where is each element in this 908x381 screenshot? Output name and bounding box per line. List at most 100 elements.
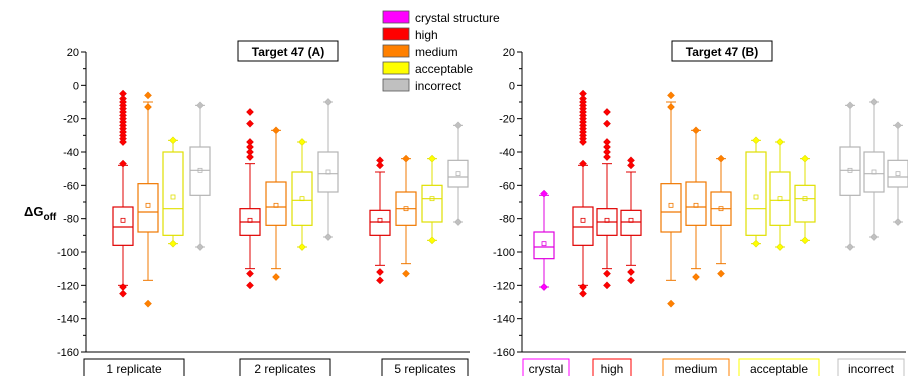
y-tick-label: -140: [57, 314, 79, 326]
outlier-point: [870, 98, 878, 106]
box-mean: [802, 196, 808, 202]
legend-swatch-high: [382, 27, 410, 41]
y-tick-label: -20: [63, 114, 79, 126]
outlier-point: [752, 239, 760, 248]
y-tick-label: -160: [57, 347, 79, 359]
y-tick-label: -120: [57, 280, 79, 292]
box-acceptable-acceptable: [794, 154, 816, 245]
box-iqr: [769, 171, 791, 226]
box-mean: [668, 202, 674, 208]
box-mean: [847, 167, 853, 173]
outlier-point: [144, 103, 152, 111]
group-label-incorrect: incorrect: [848, 362, 895, 376]
box-iqr: [137, 183, 159, 233]
box-iqr: [794, 184, 816, 223]
y-tick-label: -80: [499, 214, 515, 226]
outlier-point: [246, 281, 254, 290]
outlier-point: [454, 218, 462, 226]
outlier-point: [428, 154, 436, 163]
legend-label-incorrect: incorrect: [415, 79, 462, 93]
box-mean: [299, 196, 305, 202]
box-mean: [429, 196, 435, 202]
outlier-point: [667, 91, 675, 100]
outlier-point: [169, 239, 177, 248]
box-incorrect-incorrect: [863, 98, 885, 241]
box-iqr: [745, 151, 767, 236]
outlier-point: [144, 299, 152, 308]
legend: crystal structure high medium acceptable inc…: [382, 10, 500, 93]
outlier-point: [603, 281, 611, 290]
outlier-point: [119, 283, 127, 291]
outlier-point: [692, 273, 700, 281]
y-axis-label-main: ΔG: [24, 204, 43, 219]
box-mean: [753, 194, 759, 200]
box-iqr: [685, 181, 707, 226]
box-iqr: [189, 146, 211, 196]
box-mean: [377, 217, 383, 223]
box-2-replicates-acceptable: [291, 138, 313, 251]
y-tick-label: -120: [493, 280, 515, 292]
outlier-point: [246, 119, 254, 128]
box-mean: [777, 196, 783, 202]
outlier-point: [801, 154, 809, 163]
outlier-point: [801, 236, 809, 245]
chart-title: Target 47 (A): [252, 45, 324, 59]
outlier-point: [667, 299, 675, 308]
outlier-point: [692, 126, 700, 135]
box-iqr: [887, 159, 908, 188]
outlier-point: [196, 101, 204, 110]
box-mean: [895, 171, 901, 177]
outlier-point: [894, 121, 902, 130]
outlier-point: [196, 243, 204, 251]
box-mean: [273, 202, 279, 208]
box-2-replicates-incorrect: [317, 98, 339, 241]
box-mean: [580, 217, 586, 223]
outlier-point: [579, 283, 587, 291]
box-iqr: [660, 183, 682, 233]
outlier-point: [603, 108, 611, 116]
box-high-high: [596, 108, 618, 290]
box-high-high: [620, 156, 642, 285]
legend-swatch-crystal: [382, 10, 410, 24]
outlier-point: [272, 126, 280, 135]
box-mean: [325, 169, 331, 175]
outlier-point: [846, 101, 854, 110]
box-mean: [403, 206, 409, 212]
box-mean: [604, 217, 610, 223]
box-1-replicate-incorrect: [189, 101, 211, 251]
box-acceptable-acceptable: [745, 136, 767, 248]
group-label-crystal: crystal: [529, 362, 564, 376]
box-5-replicates-high: [369, 156, 391, 285]
y-tick-label: 0: [73, 80, 79, 92]
box-acceptable-acceptable: [769, 138, 791, 251]
legend-swatch-medium: [382, 44, 410, 58]
outlier-point: [119, 138, 127, 146]
box-mean: [718, 206, 724, 212]
box-incorrect-incorrect: [887, 121, 908, 226]
outlier-point: [376, 268, 384, 276]
outlier-point: [454, 121, 462, 130]
y-tick-label: 20: [503, 47, 515, 59]
box-1-replicate-medium: [137, 91, 159, 308]
outlier-point: [603, 119, 611, 128]
box-iqr: [421, 184, 443, 223]
outlier-point: [579, 138, 587, 146]
outlier-point: [540, 283, 548, 291]
box-mean: [120, 217, 126, 223]
chart-title: Target 47 (B): [686, 45, 758, 59]
outlier-point: [246, 153, 254, 161]
outlier-point: [627, 268, 635, 276]
outlier-point: [667, 103, 675, 111]
outlier-point: [119, 289, 127, 298]
box-5-replicates-medium: [395, 154, 417, 278]
box-1-replicate-high: [112, 89, 134, 298]
legend-label-medium: medium: [415, 45, 458, 59]
outlier-point: [603, 153, 611, 161]
outlier-point: [428, 236, 436, 245]
box-iqr: [839, 146, 861, 196]
box-mean: [247, 217, 253, 223]
outlier-point: [298, 138, 306, 146]
box-iqr: [265, 181, 287, 226]
legend-label-crystal: crystal structure: [415, 11, 500, 25]
